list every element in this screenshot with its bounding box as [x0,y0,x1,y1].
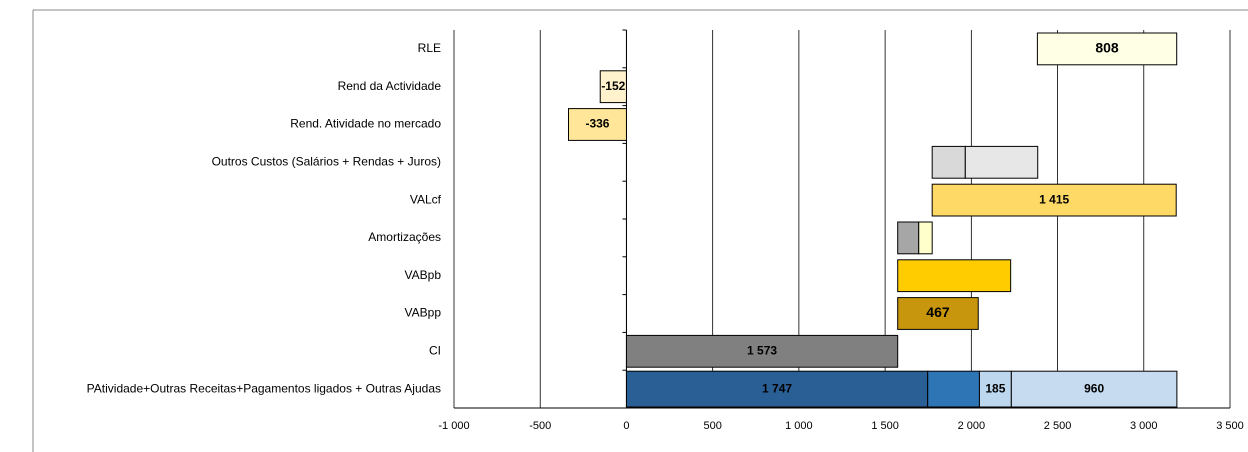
x-tick-label: -1 000 [438,420,469,432]
bar-segment [931,145,966,179]
bar-segment [1010,370,1178,408]
bar-segment [1036,32,1178,66]
bar-segment [897,297,979,330]
value-label: 960 [1084,381,1104,395]
category-label: RLE [418,41,441,55]
value-label: 467 [926,304,950,320]
x-tick-label: -500 [529,420,551,432]
x-tick-label: 1 000 [785,420,813,432]
category-label: Outros Custos (Salários + Rendas + Juros… [212,154,441,168]
x-tick-label: 500 [703,420,721,432]
x-tick-label: 3 500 [1216,420,1244,432]
bar-segment [931,183,1177,217]
bar-segment [897,221,920,255]
category-label: VABpp [405,306,442,320]
value-label: 185 [985,381,1005,395]
bar-segment [964,145,1039,179]
x-tick-label: 1 500 [871,420,899,432]
category-label: VALcf [410,192,442,206]
x-tick-label: 2 500 [1044,420,1072,432]
x-tick-label: 2 000 [958,420,986,432]
bar-segment [897,259,1012,293]
category-label: Rend. Atividade no mercado [290,117,441,131]
value-label: 808 [1095,40,1119,56]
category-label: CI [429,343,441,357]
value-label: -152 [601,79,625,93]
bar-segment [625,334,899,368]
category-label: Amortizações [368,230,441,244]
bar-segment [625,370,929,408]
value-label: 1 573 [747,343,777,357]
x-tick-label: 3 000 [1130,420,1158,432]
category-label: PAtividade+Outras Receitas+Pagamentos li… [87,381,441,395]
bar-segment [978,370,1012,408]
bar-segment [568,108,627,141]
bar-segment [927,370,980,408]
value-label: -336 [585,117,609,131]
category-label: Rend da Actividade [338,79,442,93]
value-label: 1 747 [762,381,792,395]
bar-segment [599,70,627,104]
x-tick-label: 0 [623,420,629,432]
value-label: 1 415 [1039,192,1069,206]
category-label: VABpb [405,268,442,282]
bar-segment [918,221,933,255]
